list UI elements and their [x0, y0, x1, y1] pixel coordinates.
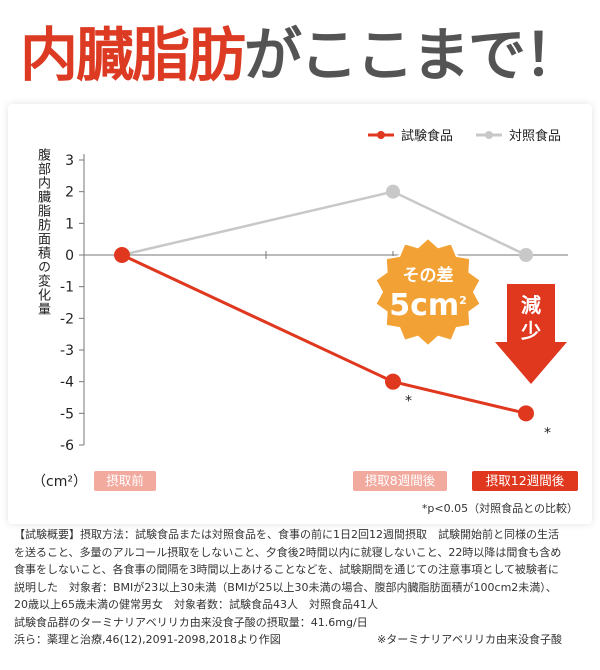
data-point-control: [386, 184, 400, 199]
y-tick-label: -2: [60, 311, 74, 327]
x-label-before: 摂取前: [94, 471, 156, 491]
y-tick-label: 1: [65, 216, 74, 232]
significance-note: *p<0.05（対照食品との比較）: [421, 502, 578, 515]
decrease-label: 減 少: [521, 293, 541, 343]
desc-line: 試験食品群のターミナリアベリリカ由来没食子酸の摂取量：41.6mg/日: [14, 615, 368, 629]
y-tick-label: 2: [65, 185, 74, 201]
data-point-control: [519, 248, 533, 262]
headline-gray-text: がここまで！: [244, 21, 582, 89]
legend-label-test: 試験食品: [401, 128, 453, 144]
y-tick-label: -5: [60, 406, 74, 422]
desc-line: 20歳以上65歳未満の健常男女 対象者数：試験食品43人 対照食品41人: [14, 598, 378, 611]
data-point-test: [385, 373, 401, 390]
chart-panel: 3 2 1 0 -1 -2 -3 -4 -5 -6 * * 試験食品 対照食品 腹部内臓脂肪面積の変化量 …: [8, 104, 592, 524]
starburst-icon: [374, 236, 482, 348]
x-label-week12: 摂取12週間後: [472, 471, 578, 491]
y-tick-label: -4: [60, 375, 74, 391]
y-tick-label: 3: [65, 153, 74, 169]
line-chart: 3 2 1 0 -1 -2 -3 -4 -5 -6 * * 試験食品 対照食品: [60, 128, 568, 454]
badge-value: 5cm2: [389, 288, 467, 323]
x-label-week8: 摂取8週間後: [353, 471, 447, 491]
desc-line: 食事をしないこと、各食事の間隔を3時間以上あけることなどを、試験期間を通じての注…: [14, 563, 559, 576]
badge-label: その差: [402, 266, 454, 286]
legend-marker-test: [377, 131, 385, 139]
data-point-test: [114, 247, 130, 263]
legend-label-control: 対照食品: [509, 128, 561, 144]
y-tick-label: -6: [60, 438, 74, 454]
y-tick-label: -3: [60, 343, 74, 359]
y-tick-label: -1: [60, 280, 74, 296]
y-axis-unit: （cm²）: [32, 474, 87, 490]
decrease-arrow: 減 少: [495, 284, 567, 384]
down-arrow-icon: [495, 284, 567, 384]
footnote: ※ターミナリアベリリカ由来没食子酸: [377, 633, 562, 646]
data-point-test: [518, 405, 534, 422]
source-citation: 浜ら：薬理と治療,46(12),2091-2098,2018より作図: [14, 633, 281, 646]
desc-line: 説明した 対象者：BMIが23以上30未満（BMIが25以上30未満の場合、腹部…: [14, 580, 557, 594]
study-description: 【試験概要】摂取方法：試験食品または対照食品を、食事の前に1日2回12週間摂取 …: [14, 526, 594, 649]
legend-marker-control: [485, 131, 493, 139]
headline-red-text: 内臓脂肪: [19, 21, 246, 89]
desc-line: 【試験概要】摂取方法：試験食品または対照食品を、食事の前に1日2回12週間摂取 …: [14, 528, 559, 541]
y-tick-label: 0: [65, 248, 74, 264]
significance-asterisk: *: [405, 394, 412, 410]
y-axis-title: 腹部内臓脂肪面積の変化量: [35, 148, 50, 316]
headline: 内臓脂肪 がここまで！: [0, 0, 600, 100]
difference-badge: その差 5cm2: [372, 236, 484, 348]
desc-line: を送ること、多量のアルコール摂取をしないこと、夕食後2時間以内に就寝しないこと、…: [14, 545, 562, 559]
significance-asterisk: *: [544, 425, 551, 441]
